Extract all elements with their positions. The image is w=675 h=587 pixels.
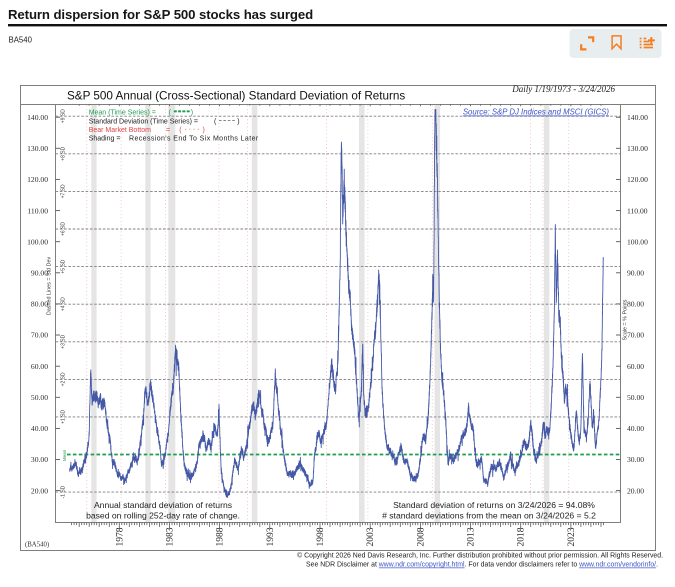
svg-text:Standard Deviation (Time Serie: Standard Deviation (Time Series) = bbox=[89, 118, 198, 125]
svg-text:70.00: 70.00 bbox=[31, 331, 48, 340]
svg-text:Mean (Time Series) =: Mean (Time Series) = bbox=[89, 110, 156, 117]
svg-text:2013: 2013 bbox=[467, 527, 477, 546]
svg-text:): ) bbox=[191, 110, 193, 117]
svg-text:50.00: 50.00 bbox=[627, 393, 644, 402]
svg-text:120.00: 120.00 bbox=[27, 175, 48, 184]
svg-text:1983: 1983 bbox=[166, 527, 176, 546]
svg-text:20.00: 20.00 bbox=[31, 486, 48, 495]
svg-text:+3 SD: +3 SD bbox=[61, 334, 67, 348]
svg-text:90.00: 90.00 bbox=[31, 269, 48, 278]
svg-text:+8 SD: +8 SD bbox=[61, 146, 67, 160]
svg-text:90.00: 90.00 bbox=[627, 269, 644, 278]
svg-text:(: ( bbox=[214, 118, 217, 125]
svg-text:20.00: 20.00 bbox=[627, 486, 644, 495]
svg-text:+5 SD: +5 SD bbox=[61, 259, 67, 273]
svg-text:BA540: BA540 bbox=[9, 36, 33, 45]
svg-text:Daily 1/19/1973 - 3/24/2026: Daily 1/19/1973 - 3/24/2026 bbox=[511, 84, 615, 94]
svg-text:100.00: 100.00 bbox=[627, 237, 648, 246]
svg-text:(BA540): (BA540) bbox=[25, 542, 49, 549]
svg-text:130.00: 130.00 bbox=[27, 144, 48, 153]
svg-text:+4 SD: +4 SD bbox=[61, 297, 67, 311]
svg-text:See NDR Disclaimer at www.ndr.: See NDR Disclaimer at www.ndr.com/copyri… bbox=[306, 562, 658, 569]
svg-text:Scale = % Points: Scale = % Points bbox=[623, 299, 629, 340]
svg-text:Recession's End To Six Months: Recession's End To Six Months Later bbox=[129, 135, 259, 142]
svg-text:110.00: 110.00 bbox=[27, 206, 48, 215]
svg-text:2018: 2018 bbox=[517, 527, 527, 546]
svg-text:2003: 2003 bbox=[366, 527, 376, 546]
svg-text:80.00: 80.00 bbox=[31, 300, 48, 309]
svg-text:Mean: Mean bbox=[62, 449, 67, 461]
svg-text:2008: 2008 bbox=[416, 527, 426, 546]
svg-text:140.00: 140.00 bbox=[27, 113, 48, 122]
svg-text:-1 SD: -1 SD bbox=[61, 485, 67, 498]
svg-text:Bear Market Bottom: Bear Market Bottom bbox=[89, 127, 151, 134]
svg-text:140.00: 140.00 bbox=[627, 113, 648, 122]
svg-text:1988: 1988 bbox=[216, 527, 226, 546]
svg-text:S&P 500 Annual (Cross-Sectiona: S&P 500 Annual (Cross-Sectional) Standar… bbox=[67, 90, 405, 103]
svg-text:40.00: 40.00 bbox=[627, 424, 644, 433]
svg-text:+6 SD: +6 SD bbox=[61, 222, 67, 236]
svg-text:120.00: 120.00 bbox=[627, 175, 648, 184]
svg-text:30.00: 30.00 bbox=[31, 455, 48, 464]
svg-text:1998: 1998 bbox=[316, 527, 326, 546]
svg-text:© Copyright 2026 Ned Davis Res: © Copyright 2026 Ned Davis Research, Inc… bbox=[297, 552, 663, 560]
svg-text:): ) bbox=[237, 118, 239, 125]
svg-text:110.00: 110.00 bbox=[627, 206, 648, 215]
svg-text:60.00: 60.00 bbox=[627, 362, 644, 371]
svg-text:2023: 2023 bbox=[567, 527, 577, 546]
svg-text:Shading =: Shading = bbox=[89, 135, 121, 142]
svg-text:# standard deviations from the: # standard deviations from the mean on 3… bbox=[382, 511, 596, 521]
svg-text:130.00: 130.00 bbox=[627, 144, 648, 153]
svg-text:30.00: 30.00 bbox=[627, 455, 644, 464]
svg-text:+1 SD: +1 SD bbox=[61, 409, 67, 423]
svg-text:60.00: 60.00 bbox=[31, 362, 48, 371]
svg-text:80.00: 80.00 bbox=[627, 300, 644, 309]
svg-text:+7 SD: +7 SD bbox=[61, 184, 67, 198]
svg-text:Annual standard deviation of r: Annual standard deviation of returns bbox=[94, 500, 232, 510]
svg-text:1993: 1993 bbox=[266, 527, 276, 546]
svg-text:): ) bbox=[203, 127, 205, 134]
svg-text:(: ( bbox=[169, 110, 172, 117]
svg-text:100.00: 100.00 bbox=[27, 237, 48, 246]
svg-text:Source: S&P DJ Indices and MSC: Source: S&P DJ Indices and MSCI (GICS) bbox=[463, 108, 610, 117]
svg-text:+2 SD: +2 SD bbox=[61, 372, 67, 386]
svg-text:50.00: 50.00 bbox=[31, 393, 48, 402]
svg-text:+9 SD: +9 SD bbox=[61, 109, 67, 123]
svg-text:Dashed Lines = Std Dev: Dashed Lines = Std Dev bbox=[47, 257, 53, 316]
svg-text:Standard deviation of returns: Standard deviation of returns on 3/24/20… bbox=[393, 500, 595, 510]
svg-text:based on rolling 252-day rate: based on rolling 252-day rate of change. bbox=[86, 511, 240, 521]
svg-text:Return dispersion for S&P 500: Return dispersion for S&P 500 stocks has… bbox=[8, 7, 313, 22]
svg-text:(: ( bbox=[179, 127, 182, 134]
svg-text:1978: 1978 bbox=[115, 527, 125, 546]
svg-text:40.00: 40.00 bbox=[31, 424, 48, 433]
svg-text:70.00: 70.00 bbox=[627, 331, 644, 340]
svg-text:=: = bbox=[166, 127, 170, 134]
